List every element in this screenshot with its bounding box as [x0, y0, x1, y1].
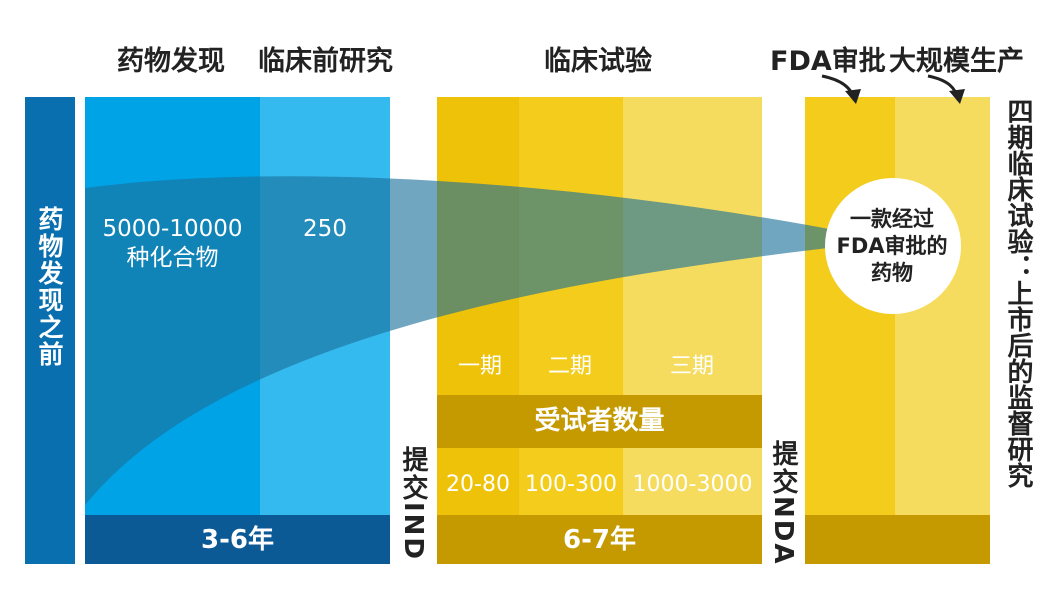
header-manufacturing: 大规模生产 — [889, 46, 1024, 77]
discovery-duration: 3-6年 — [201, 525, 274, 555]
participants-label: 受试者数量 — [534, 406, 665, 436]
phase1-participants: 20-80 — [446, 472, 510, 497]
phase1-count-cell — [437, 448, 519, 515]
phase1-label: 一期 — [458, 354, 503, 379]
header-clinical: 临床试验 — [544, 46, 652, 77]
participants-bar — [437, 395, 762, 448]
phase3-count-cell — [623, 448, 762, 515]
discovery-duration-bar — [85, 515, 390, 564]
pre-discovery-label: 药物发现之前 — [35, 206, 64, 368]
pre-discovery-bar — [25, 97, 75, 564]
clinical-duration-bar — [437, 515, 762, 564]
approved-drug-line-1: 一款经过 — [850, 207, 934, 231]
fda-arrow-icon — [821, 74, 856, 101]
phase2-label: 二期 — [548, 354, 593, 379]
approved-drug-line-2: FDA审批的 — [836, 234, 948, 258]
approved-drug-circle — [825, 178, 961, 314]
compound-unit: 种化合物 — [126, 245, 219, 271]
phase2-count-cell — [519, 448, 623, 515]
fda-arrowhead-icon — [845, 89, 861, 104]
submit-ind-label: 提交IND — [398, 446, 428, 562]
phase2-participants: 100-300 — [525, 472, 617, 497]
compound-count: 5000-10000 — [102, 216, 243, 242]
approved-drug-line-3: 药物 — [871, 261, 913, 285]
preclinical-count: 250 — [303, 216, 347, 242]
submit-nda-label: 提交NDA — [768, 440, 798, 566]
header-fda: FDA审批 — [770, 46, 886, 77]
header-preclinical: 临床前研究 — [258, 46, 393, 77]
approval-bottom-bar — [805, 515, 990, 564]
phase3-label: 三期 — [670, 354, 715, 379]
phase3-participants: 1000-3000 — [632, 472, 753, 497]
header-discovery: 药物发现 — [117, 46, 225, 77]
manufacturing-arrow-icon — [927, 74, 960, 101]
phase4-label: 四期临床试验：上市后的监督研究 — [1003, 98, 1033, 488]
clinical-duration: 6-7年 — [563, 525, 636, 555]
approved-drug-label: 一款经过 FDA审批的 药物 — [826, 206, 958, 287]
funnel-shape — [85, 176, 845, 505]
manufacturing-arrowhead-icon — [949, 89, 965, 104]
